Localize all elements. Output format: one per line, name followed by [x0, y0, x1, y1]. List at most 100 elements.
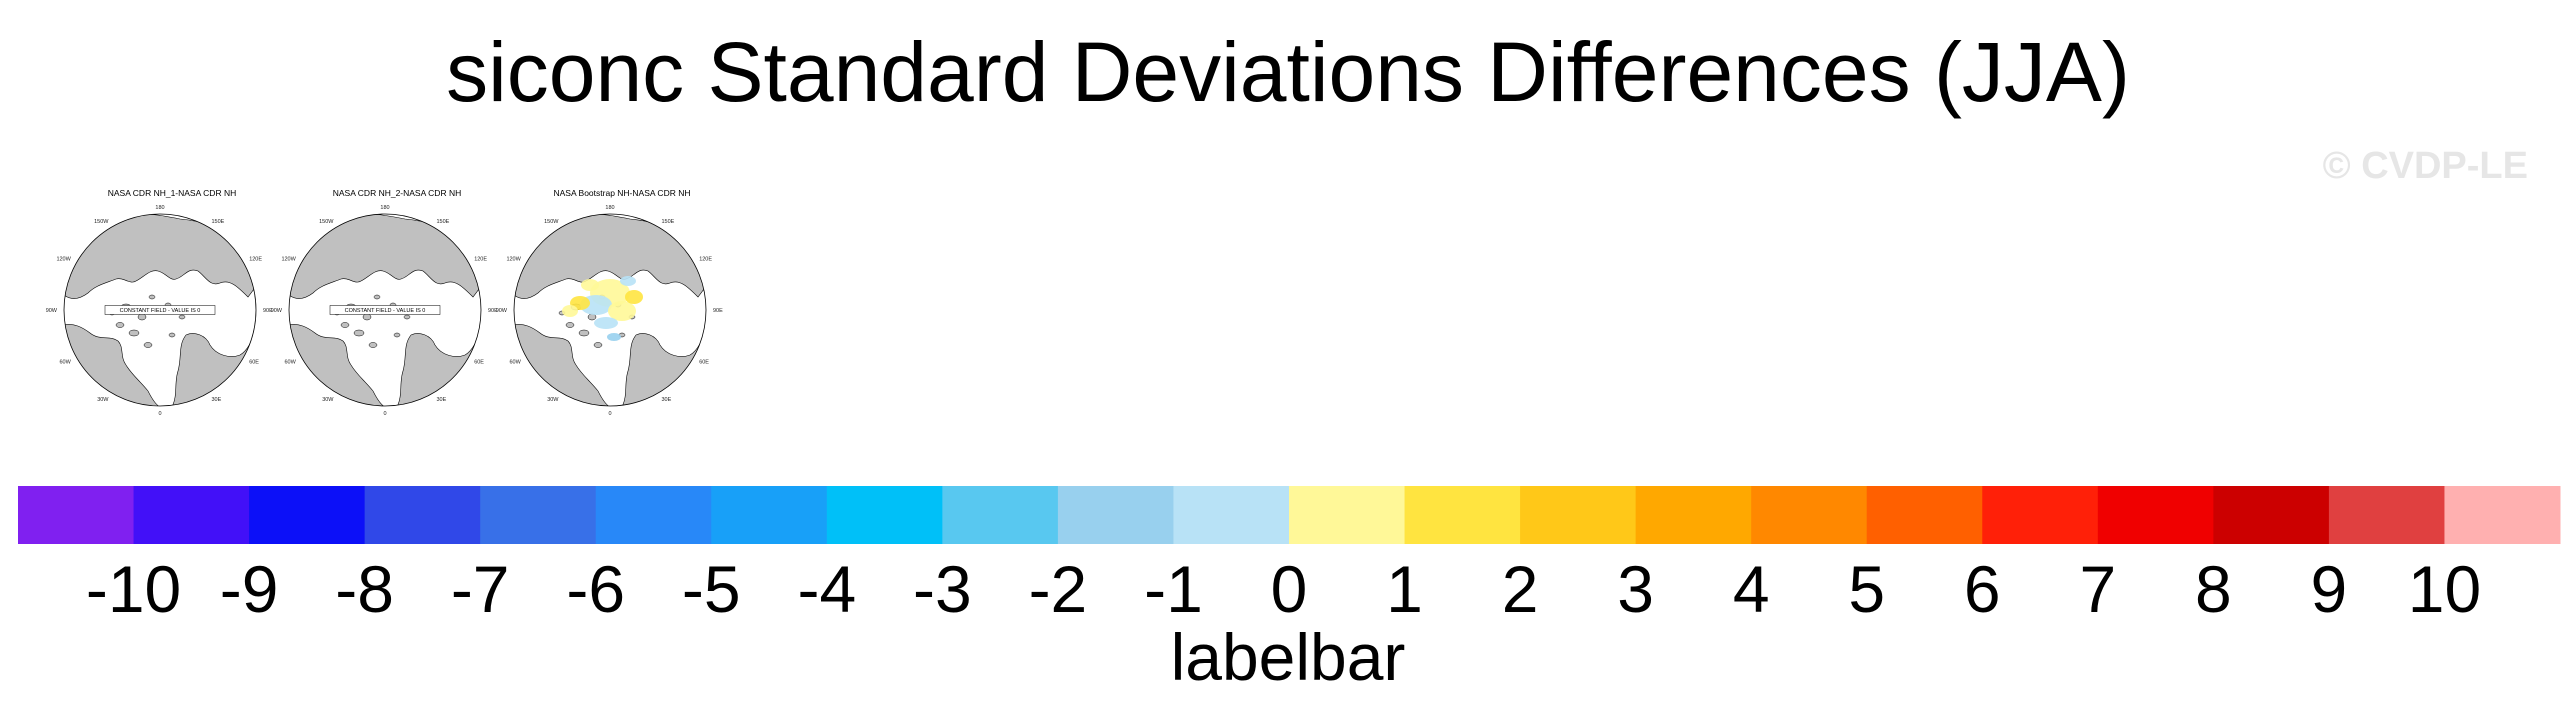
longitude-label: 180: [380, 205, 389, 211]
longitude-label: 150W: [319, 219, 334, 225]
map-panel-1: NASA CDR NH_1-NASA CDR NH 180 150E 120E 90E…: [46, 185, 285, 425]
colorbar-box: [133, 486, 250, 544]
colorbar-box: [1751, 486, 1868, 544]
panel-title: NASA Bootstrap NH-NASA CDR NH: [554, 188, 691, 198]
colorbar-tick-label: -2: [1029, 552, 1088, 626]
colorbar-box: [1635, 486, 1752, 544]
colorbar-tick-label: -10: [86, 552, 181, 626]
colorbar-tick-label: 0: [1271, 552, 1308, 626]
island: [403, 314, 411, 320]
colorbar-tick-label: 3: [1617, 552, 1654, 626]
credit-watermark: © CVDP-LE: [2322, 145, 2528, 187]
island: [178, 314, 186, 320]
island: [353, 329, 365, 337]
colorbar-box: [18, 486, 135, 544]
colorbar-box: [2213, 486, 2330, 544]
colorbar-box: [942, 486, 1059, 544]
colorbar-box: [595, 486, 712, 544]
longitude-label: 90E: [713, 308, 723, 314]
colorbar-tick-label: -1: [1144, 552, 1203, 626]
constant-field-label: CONSTANT FIELD - VALUE IS 0: [345, 308, 426, 314]
anomaly-patch: [581, 279, 599, 291]
map-border: [288, 213, 482, 407]
colorbar-tick-label: -4: [797, 552, 856, 626]
colorbar-tick-label: 9: [2311, 552, 2348, 626]
longitude-label: 0: [158, 411, 161, 417]
map-panel-3: NASA Bootstrap NH-NASA CDR NH 180 150E 120…: [496, 185, 735, 425]
colorbar-box: [1982, 486, 2099, 544]
longitude-label: 150W: [94, 219, 109, 225]
longitude-label: 60W: [509, 360, 521, 366]
land-layer: [289, 214, 481, 406]
colorbar-box: [1866, 486, 1983, 544]
colorbar-box: [1520, 486, 1637, 544]
colorbar-box: [1404, 486, 1521, 544]
land-layer: [514, 214, 706, 406]
island: [373, 294, 381, 300]
colorbar-box: [249, 486, 366, 544]
longitude-label: 60E: [699, 360, 709, 366]
anomaly-layer: [562, 276, 643, 341]
longitude-label: 150E: [437, 219, 450, 225]
longitude-label: 30W: [97, 397, 109, 403]
colorbar-box: [480, 486, 597, 544]
colorbar-box: [826, 486, 943, 544]
longitude-label: 0: [383, 411, 386, 417]
colorbar-box: [364, 486, 481, 544]
island: [368, 342, 378, 348]
colorbar-tick-label: -8: [335, 552, 394, 626]
land-mass: [514, 214, 705, 299]
colorbar-tick-label: -7: [451, 552, 510, 626]
polar-map-1: NASA CDR NH_1-NASA CDR NH 180 150E 120E 90E…: [46, 188, 273, 417]
longitude-label: 150W: [544, 219, 559, 225]
colorbar-tick-label: -6: [566, 552, 625, 626]
longitude-label: 150E: [212, 219, 225, 225]
longitude-label: 30W: [547, 397, 559, 403]
anomaly-patch: [620, 276, 636, 286]
colorbar-boxes: [18, 486, 2561, 544]
longitude-label: 90W: [271, 308, 283, 314]
polar-map-3: NASA Bootstrap NH-NASA CDR NH 180 150E 120…: [496, 188, 723, 417]
colorbar-tick-label: 2: [1502, 552, 1539, 626]
longitude-label: 180: [155, 205, 164, 211]
map-body: 180 150E 120E 90E 60E 30E 0 30W 60W 90W 120W 150W: [496, 205, 723, 417]
anomaly-patch: [562, 305, 578, 317]
island: [168, 332, 176, 338]
longitude-label: 120E: [474, 257, 487, 263]
island: [115, 322, 125, 328]
colorbar-tick-label: 7: [2079, 552, 2116, 626]
island: [565, 322, 575, 328]
map-body: 180 150E 120E 90E 60E 30E 0 30W 60W 90W 120W 150W CO…: [271, 205, 498, 417]
longitude-label: 0: [608, 411, 611, 417]
land-mass: [64, 214, 255, 299]
colorbar-tick-label: 6: [1964, 552, 2001, 626]
map-border: [513, 213, 707, 407]
panel-title: NASA CDR NH_2-NASA CDR NH: [333, 188, 461, 198]
colorbar-box: [711, 486, 828, 544]
longitude-label: 90W: [46, 308, 58, 314]
longitude-label: 30E: [662, 397, 672, 403]
colorbar-label: labelbar: [1171, 620, 1406, 694]
longitude-label: 90E: [488, 308, 498, 314]
longitude-label: 30E: [437, 397, 447, 403]
longitude-label: 90E: [263, 308, 273, 314]
longitude-label: 60W: [284, 360, 296, 366]
colorbar-box: [2097, 486, 2214, 544]
longitude-label: 30W: [322, 397, 334, 403]
anomaly-patch: [608, 301, 636, 321]
colorbar-tick-label: 5: [1848, 552, 1885, 626]
island: [143, 342, 153, 348]
island: [578, 329, 590, 337]
island: [593, 342, 603, 348]
island: [128, 329, 140, 337]
panel-title: NASA CDR NH_1-NASA CDR NH: [108, 188, 236, 198]
colorbar-tick-labels: -10 -9 -8 -7 -6 -5 -4 -3 -2 -1 0 1 2 3 4 5 6 7 8 9 10: [86, 552, 2481, 626]
longitude-label: 120E: [699, 257, 712, 263]
island: [148, 294, 156, 300]
longitude-label: 120W: [56, 257, 71, 263]
colorbar-tick-label: 1: [1386, 552, 1423, 626]
longitude-label: 60E: [474, 360, 484, 366]
colorbar-box: [2328, 486, 2445, 544]
anomaly-patch: [625, 290, 643, 304]
colorbar-box: [2444, 486, 2561, 544]
